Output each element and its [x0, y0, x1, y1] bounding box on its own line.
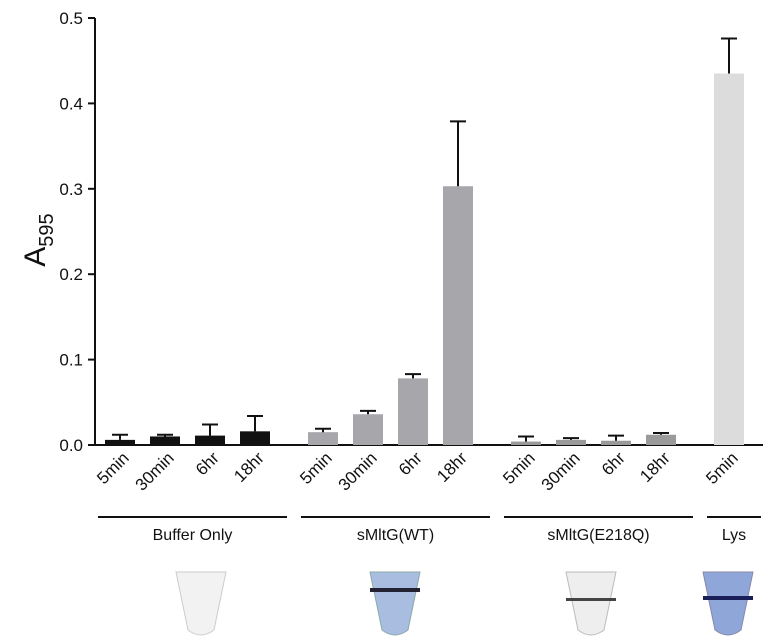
x-tick-label: 30min	[538, 448, 584, 494]
y-tick-label: 0.1	[59, 351, 83, 370]
error-bar	[608, 436, 624, 441]
error-bar	[563, 438, 579, 440]
x-tick-label: 6hr	[598, 448, 629, 479]
bar	[240, 431, 270, 445]
chart: A595 0.00.10.20.30.40.55min30min6hr18hrB…	[0, 0, 763, 639]
error-bar	[721, 38, 737, 73]
y-tick-label: 0.5	[59, 9, 83, 28]
bar	[601, 441, 631, 445]
bar	[398, 378, 428, 445]
x-tick-label: 30min	[132, 448, 178, 494]
tubes	[176, 572, 753, 635]
y-tick-label: 0.2	[59, 265, 83, 284]
bar	[150, 436, 180, 445]
bar	[105, 440, 135, 445]
x-tick-label: 30min	[335, 448, 381, 494]
error-bar	[450, 121, 466, 186]
error-bar	[112, 435, 128, 440]
bar	[511, 442, 541, 445]
x-tick-label: 5min	[296, 448, 335, 487]
error-bar	[405, 374, 421, 378]
y-tick-label: 0.4	[59, 94, 83, 113]
y-label-main: A	[19, 247, 52, 267]
x-tick-label: 5min	[93, 448, 132, 487]
group-label: Buffer Only	[153, 527, 233, 544]
error-bar	[360, 411, 376, 414]
y-tick-label: 0.3	[59, 180, 83, 199]
error-bar	[202, 425, 218, 436]
error-bar	[518, 436, 534, 441]
bar	[714, 74, 744, 445]
group-label: sMltG(WT)	[357, 527, 434, 544]
bar	[308, 432, 338, 445]
group-label: sMltG(E218Q)	[547, 527, 649, 544]
x-tick-label: 6hr	[192, 448, 223, 479]
bar	[195, 436, 225, 445]
x-tick-label: 5min	[702, 448, 741, 487]
error-bar	[653, 433, 669, 435]
y-axis-label: A595	[19, 213, 58, 266]
error-bar	[315, 429, 331, 432]
x-tick-label: 18hr	[230, 448, 268, 486]
x-tick-label: 5min	[499, 448, 538, 487]
error-bar	[157, 435, 173, 437]
x-tick-label: 18hr	[636, 448, 674, 486]
group-label: Lys	[722, 527, 746, 544]
bar	[443, 186, 473, 445]
error-bar	[247, 416, 263, 431]
x-tick-label: 18hr	[433, 448, 471, 486]
bar	[646, 435, 676, 445]
y-label-subscript: 595	[36, 213, 58, 246]
bar	[353, 414, 383, 445]
y-tick-label: 0.0	[59, 436, 83, 455]
bar	[556, 440, 586, 445]
x-tick-label: 6hr	[395, 448, 426, 479]
